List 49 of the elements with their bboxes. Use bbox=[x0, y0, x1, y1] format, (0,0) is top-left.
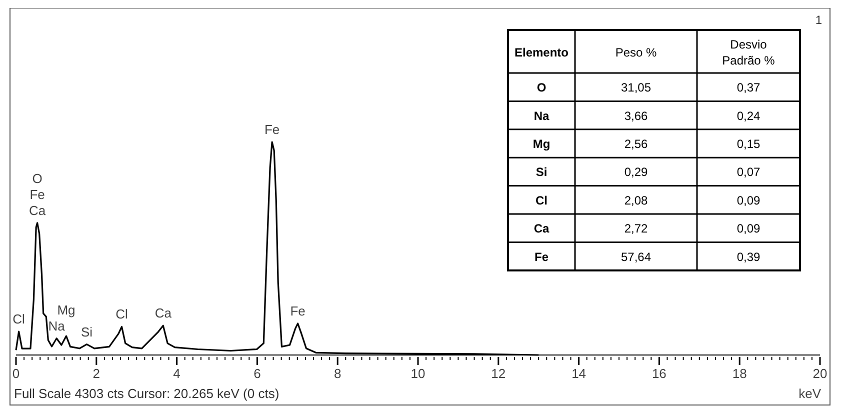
x-tick-label: 12 bbox=[491, 366, 506, 381]
x-tick-label: 14 bbox=[572, 366, 586, 381]
category-label: Fe bbox=[534, 250, 549, 264]
annotation: Ca bbox=[154, 306, 172, 321]
data-label: 0,07 bbox=[736, 165, 760, 180]
data-label: 2,56 bbox=[624, 137, 648, 151]
text: Desvio Padrão % bbox=[722, 38, 776, 68]
annotation: Si bbox=[80, 324, 93, 340]
data-label: 0,15 bbox=[736, 137, 760, 151]
data-label: 2,72 bbox=[624, 222, 648, 236]
annotation: Na bbox=[48, 318, 66, 334]
data-label: 0,24 bbox=[736, 108, 760, 123]
category-label: Mg bbox=[532, 137, 550, 151]
category-label: Na bbox=[534, 108, 550, 123]
category-label: Si bbox=[536, 165, 548, 180]
x-tick-label: 8 bbox=[334, 366, 342, 381]
series-label: Peso % bbox=[615, 46, 658, 60]
data-label: 57,64 bbox=[620, 250, 652, 264]
x-axis-title: keV bbox=[798, 386, 822, 401]
annotation: Cl bbox=[116, 306, 128, 322]
data-label: 0,37 bbox=[736, 80, 760, 95]
data-label: 0,09 bbox=[736, 222, 760, 236]
x-tick-label: 20 bbox=[812, 366, 828, 381]
data-label: 0,39 bbox=[736, 250, 760, 264]
x-tick-label: 18 bbox=[732, 366, 747, 381]
text: 1 bbox=[815, 13, 822, 27]
x-tick-label: 4 bbox=[173, 366, 180, 381]
category-label: Cl bbox=[536, 193, 548, 208]
x-tick-label: 2 bbox=[92, 366, 100, 381]
data-label: 31,05 bbox=[620, 80, 652, 95]
annotation: Cl bbox=[12, 312, 26, 327]
category-label: Ca bbox=[534, 222, 550, 236]
x-tick-label: 6 bbox=[254, 366, 261, 381]
annotation: Mg bbox=[57, 302, 76, 318]
category-label: O bbox=[536, 80, 546, 95]
annotation: Fe bbox=[264, 122, 280, 137]
x-tick-label: 10 bbox=[410, 366, 426, 381]
annotation: Fe bbox=[290, 303, 306, 318]
text: Elemento bbox=[514, 46, 569, 60]
x-tick-label: 16 bbox=[652, 366, 666, 381]
data-label: 0,09 bbox=[736, 193, 760, 208]
x-tick-label: 0 bbox=[12, 366, 20, 381]
data-label: 2,08 bbox=[624, 193, 648, 208]
annotation: Ca bbox=[28, 202, 46, 218]
text: Full Scale 4303 cts Cursor: 20.265 keV (0 cts) bbox=[14, 386, 280, 401]
annotation: Fe bbox=[30, 186, 45, 202]
data-label: 3,66 bbox=[624, 108, 648, 123]
data-label: 0,29 bbox=[624, 165, 648, 180]
annotation: O bbox=[32, 170, 42, 186]
